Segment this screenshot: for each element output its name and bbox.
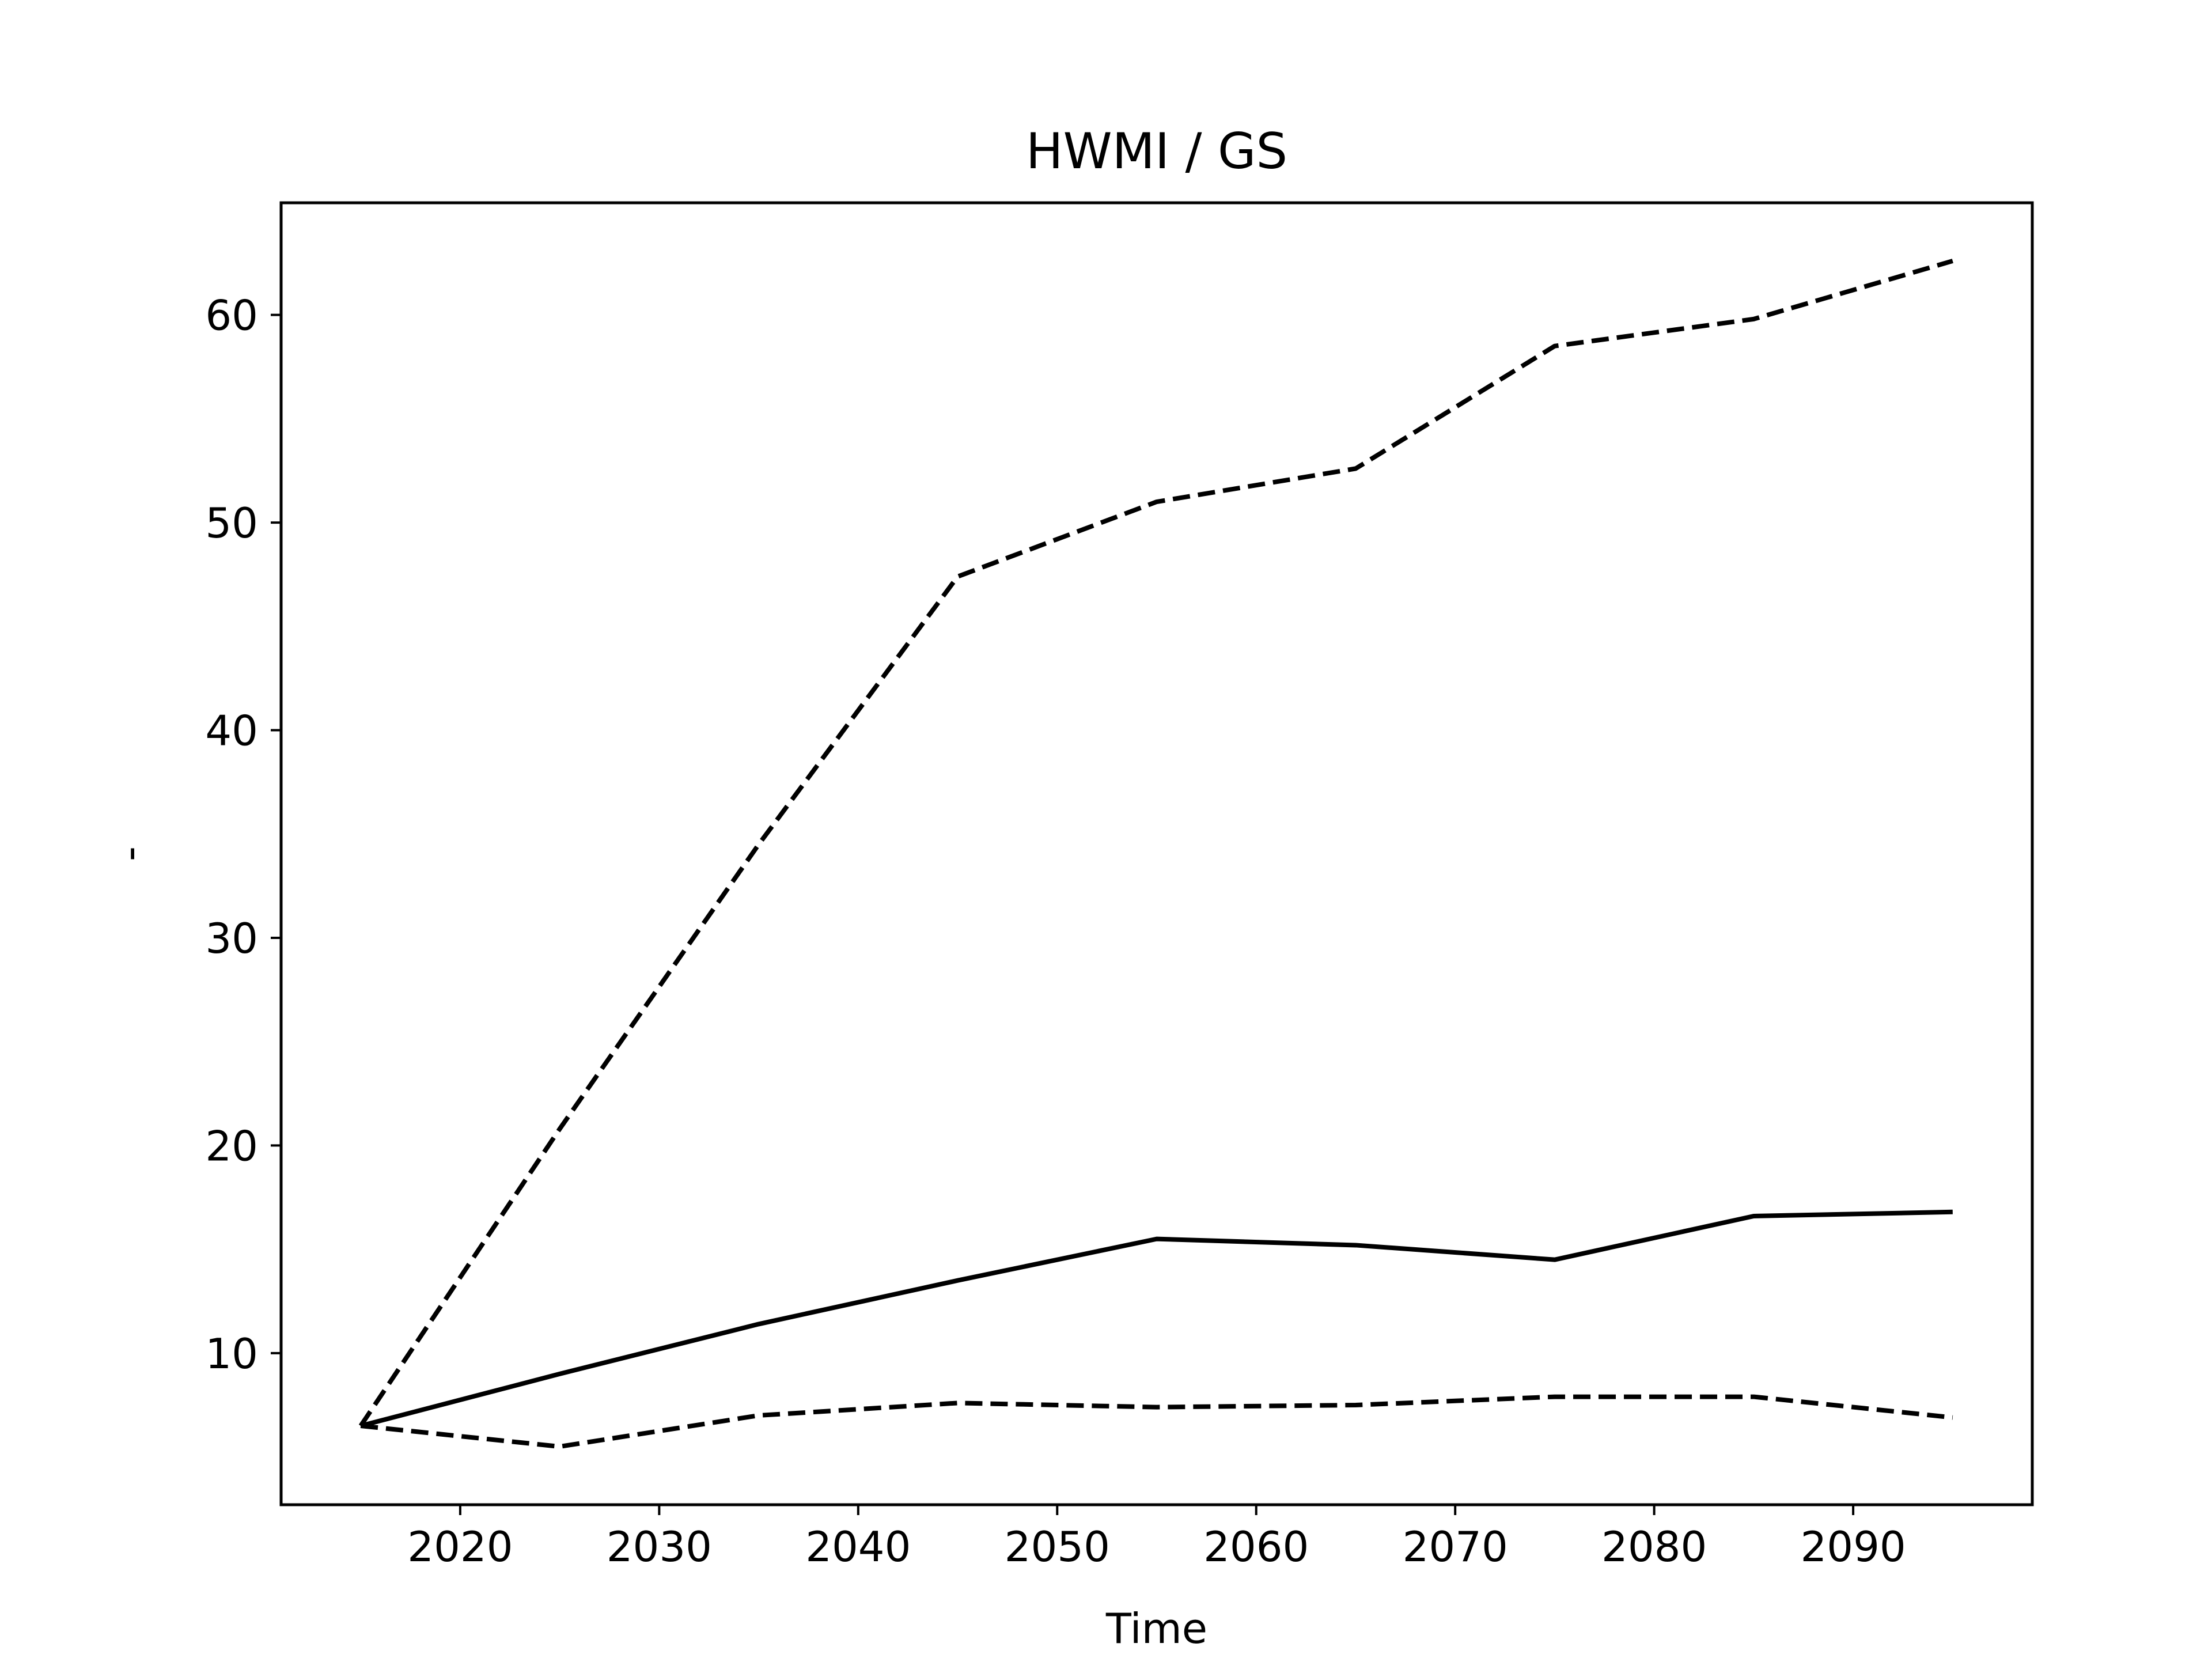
y-tick-label: 40	[205, 707, 258, 755]
plot-frame	[279, 201, 2034, 1506]
x-tick-label: 2080	[1601, 1523, 1707, 1571]
x-tick-label: 2020	[407, 1523, 513, 1571]
series-line-upper	[358, 259, 1953, 1428]
x-axis-label: Time	[1105, 1604, 1207, 1653]
x-tick-label: 2030	[607, 1523, 712, 1571]
y-tick-label: 60	[205, 291, 258, 340]
series-line-median	[360, 1209, 1953, 1428]
x-axis-ticks: 2020 2030 2040 2050 2060 2070 2080 2090	[407, 1505, 1906, 1571]
y-tick-label: 50	[205, 499, 258, 547]
x-tick-label: 2050	[1005, 1523, 1110, 1571]
y-tick-label: 30	[205, 914, 258, 963]
x-tick-label: 2090	[1800, 1523, 1906, 1571]
x-tick-label: 2060	[1203, 1523, 1309, 1571]
y-tick-label: 10	[205, 1330, 258, 1378]
x-tick-label: 2070	[1403, 1523, 1508, 1571]
chart-title: HWMI / GS	[1026, 123, 1287, 180]
y-axis-ticks: 10 20 30 40 50 60	[205, 291, 281, 1378]
y-tick-label: 20	[205, 1122, 258, 1170]
plot-marks	[358, 259, 1953, 1449]
series-line-lower	[360, 1394, 1953, 1449]
x-tick-label: 2040	[805, 1523, 911, 1571]
y-axis-label: -	[105, 846, 154, 861]
